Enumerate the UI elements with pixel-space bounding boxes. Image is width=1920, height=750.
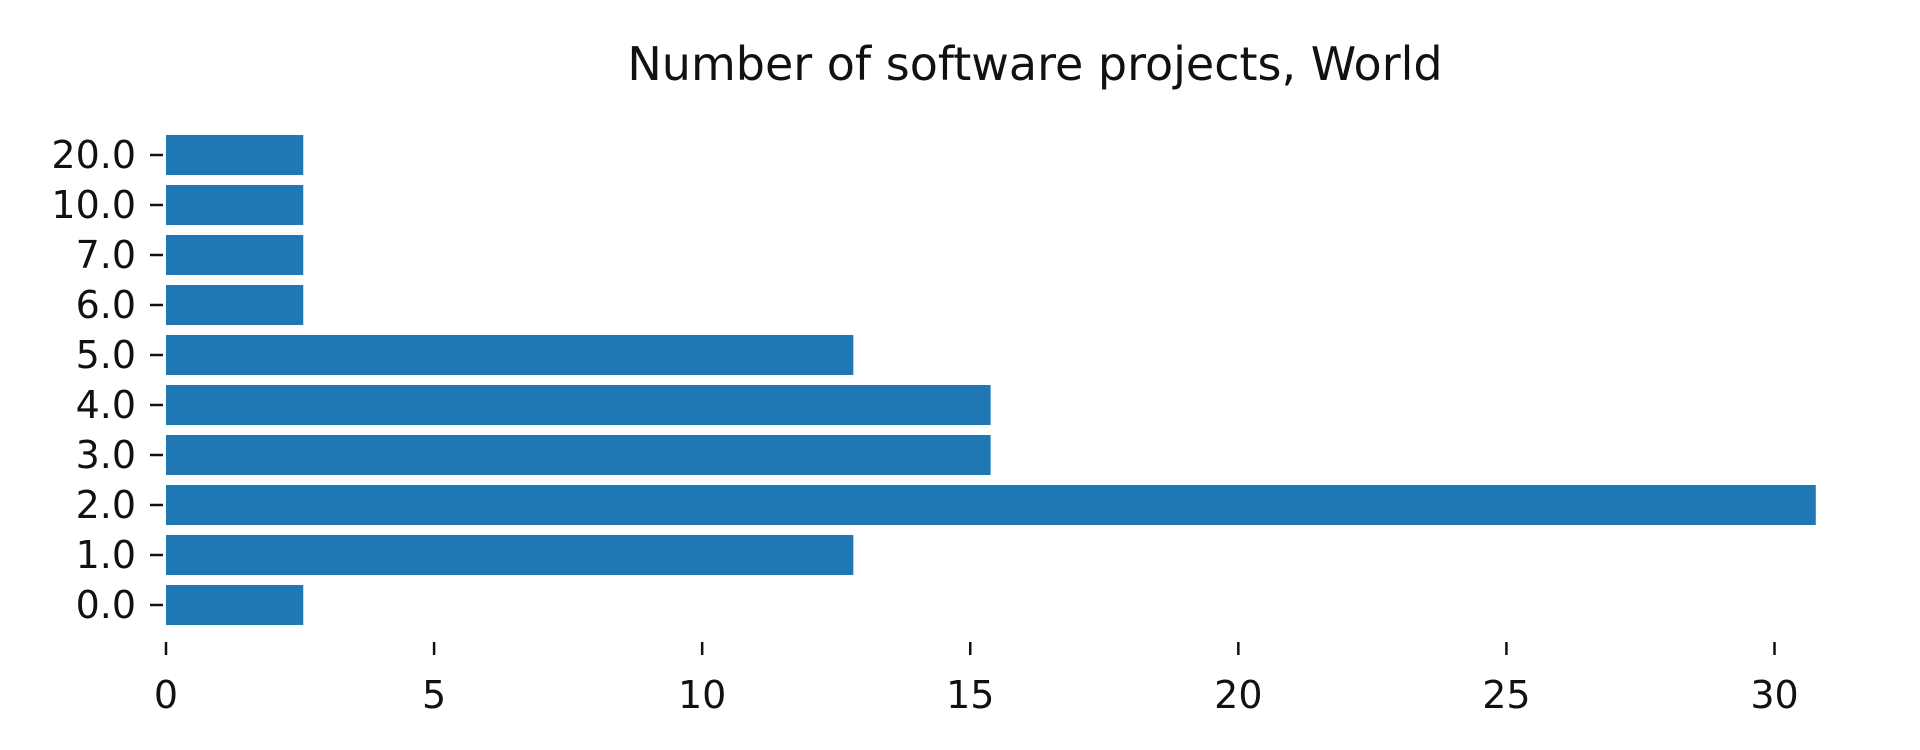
y-tick-label: 20.0 [51,133,136,177]
bar-3.0 [166,435,991,475]
x-tick-label: 15 [946,673,994,717]
y-tick-label: 10.0 [51,183,136,227]
y-tick-label: 6.0 [76,283,136,327]
x-tick-label: 0 [154,673,178,717]
chart-title: Number of software projects, World [627,37,1442,91]
bar-2.0 [166,485,1816,525]
x-tick-label: 10 [678,673,726,717]
y-tick-label: 3.0 [76,433,136,477]
y-tick-label: 2.0 [76,483,136,527]
y-tick-label: 4.0 [76,383,136,427]
y-tick-label: 0.0 [76,583,136,627]
x-tick-label: 20 [1214,673,1262,717]
y-tick-label: 7.0 [76,233,136,277]
x-tick-label: 5 [422,673,446,717]
x-tick-label: 25 [1482,673,1530,717]
bar-20.0 [166,135,304,175]
x-tick-label: 30 [1750,673,1798,717]
y-tick-label: 5.0 [76,333,136,377]
bar-4.0 [166,385,991,425]
bar-7.0 [166,235,304,275]
bar-0.0 [166,585,304,625]
bar-10.0 [166,185,304,225]
y-tick-label: 1.0 [76,533,136,577]
x-axis: 0 5 10 15 20 25 30 [154,642,1799,717]
bar-6.0 [166,285,304,325]
bar-5.0 [166,335,854,375]
bar-1.0 [166,535,854,575]
y-axis: 0.0 1.0 2.0 3.0 4.0 5.0 6.0 7.0 10.0 20.0 [51,133,163,627]
bars-group [166,135,1816,625]
